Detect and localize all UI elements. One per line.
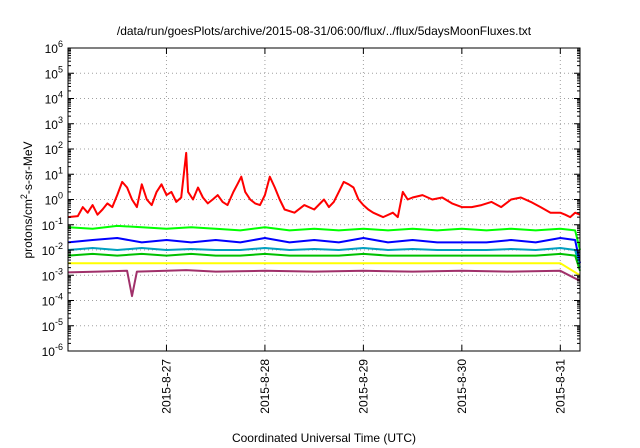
y-tick-label: 10-5 <box>42 317 63 334</box>
series-line-1 <box>67 151 581 219</box>
y-tick-label: 100 <box>45 191 63 208</box>
axis-ticks: 10-6 10-5 10-4 10-3 10-2 10-1 100 101 102 103 104 1… <box>42 39 580 414</box>
series-line-4 <box>67 247 581 268</box>
series-line-5 <box>67 252 581 272</box>
y-axis-label-part-2: -s-sr-MeV <box>21 141 35 194</box>
y-tick-label: 10-2 <box>42 241 63 258</box>
y-axis-label-superscript: 2 <box>19 194 29 199</box>
series-line-3 <box>67 237 581 264</box>
y-tick-label: 102 <box>45 140 63 157</box>
y-tick-label: 104 <box>45 90 63 107</box>
y-axis-label: protons/cm2-s-sr-MeV <box>19 141 35 258</box>
series-layer <box>67 151 581 298</box>
y-tick-label: 10-6 <box>42 342 63 359</box>
y-tick-label: 106 <box>45 39 63 56</box>
y-tick-label: 10-3 <box>42 266 63 283</box>
series-line-6 <box>68 262 581 277</box>
y-tick-label: 10-4 <box>42 292 63 309</box>
y-tick-label: 103 <box>45 115 63 132</box>
series-line-7 <box>67 269 581 298</box>
y-axis-label-part-1: protons/cm <box>21 199 35 258</box>
series-line-2 <box>67 224 581 251</box>
y-tick-label: 101 <box>45 165 63 182</box>
x-tick-label: 2015-8-30 <box>455 359 469 414</box>
x-axis-label: Coordinated Universal Time (UTC) <box>232 431 416 445</box>
y-tick-label: 10-1 <box>42 216 63 233</box>
y-tick-label: 105 <box>45 64 63 81</box>
chart-title: /data/run/goesPlots/archive/2015-08-31/0… <box>117 24 532 38</box>
x-tick-label: 2015-8-27 <box>159 359 173 414</box>
x-tick-label: 2015-8-29 <box>356 359 370 414</box>
x-tick-label: 2015-8-28 <box>258 359 272 414</box>
x-tick-label: 2015-8-31 <box>553 359 567 414</box>
